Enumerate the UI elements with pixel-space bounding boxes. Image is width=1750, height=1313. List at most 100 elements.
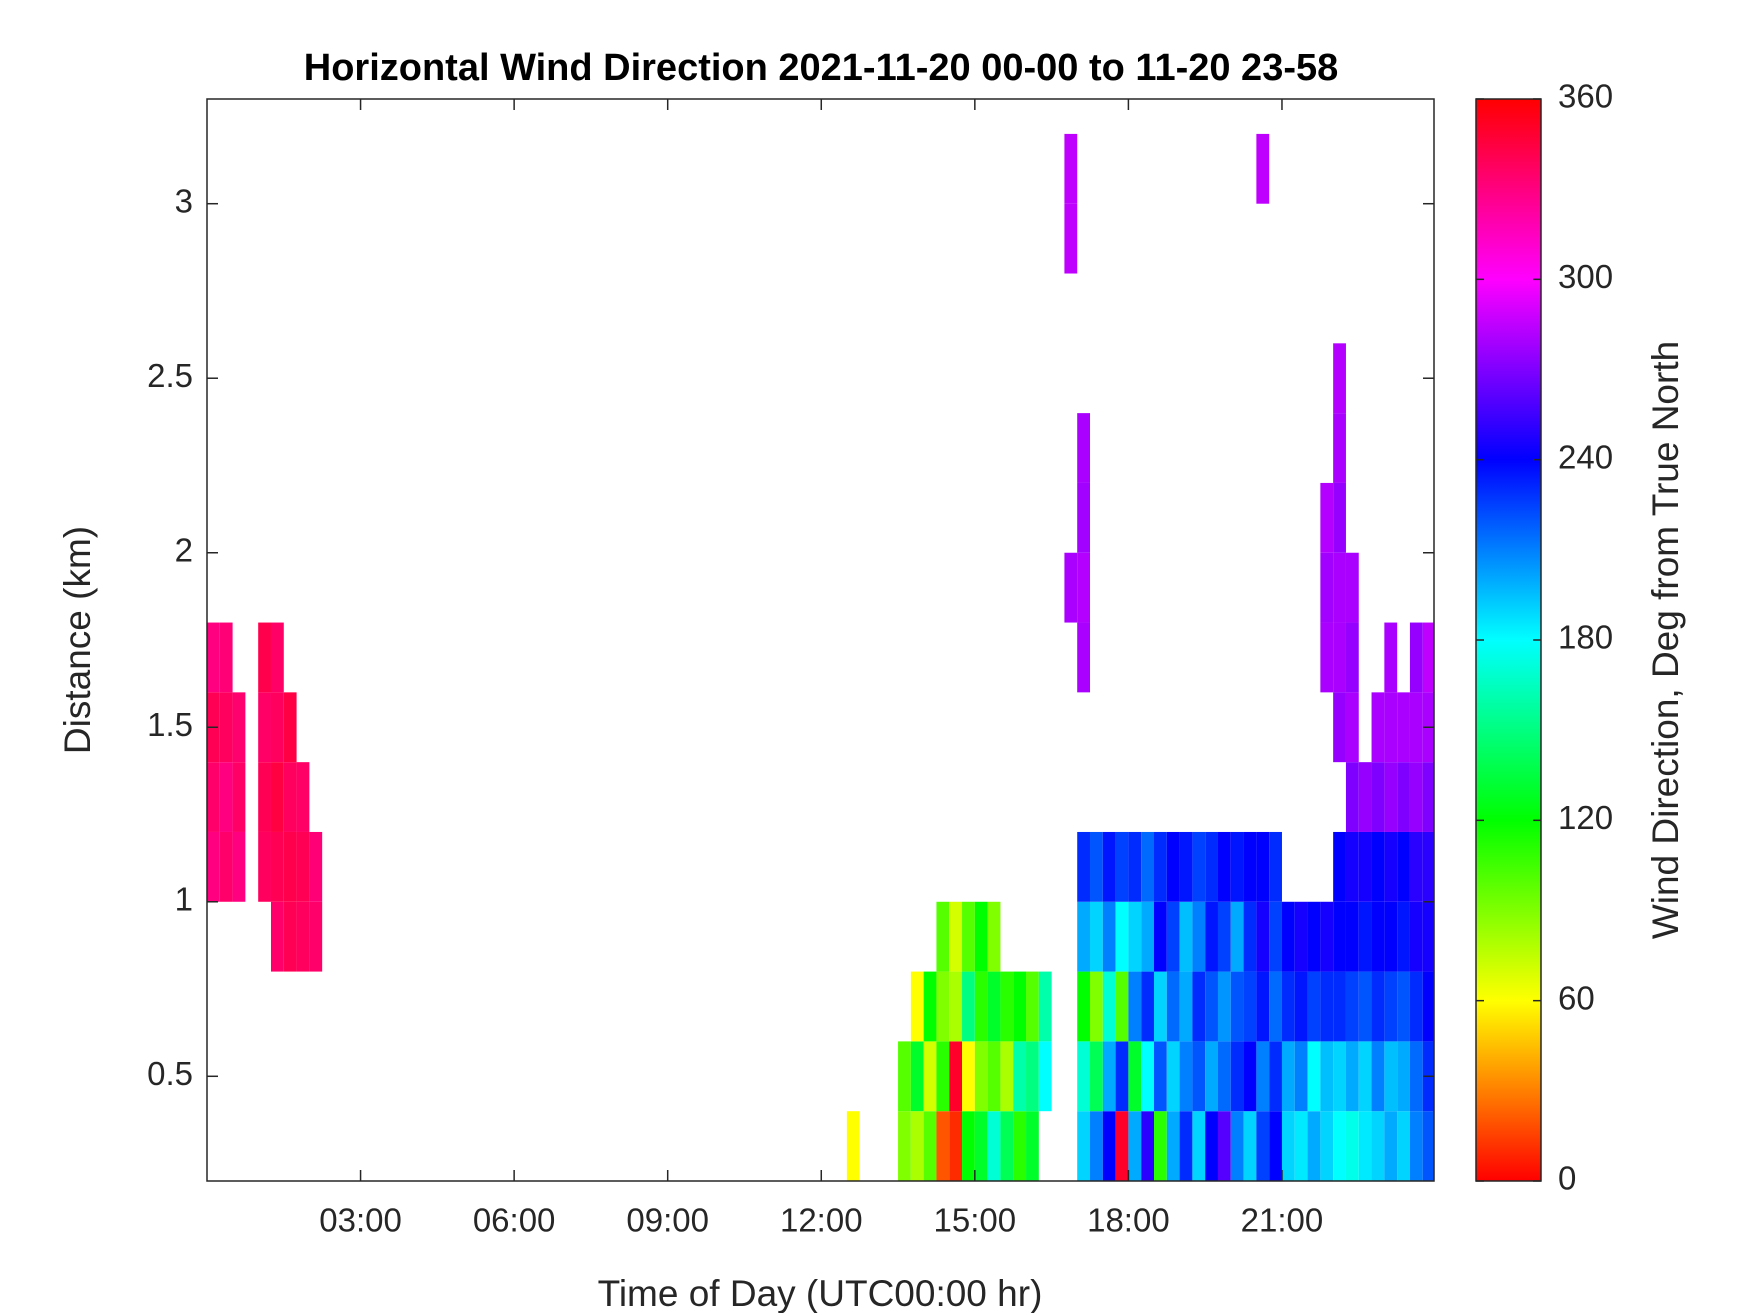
heatmap-cell bbox=[207, 831, 220, 902]
heatmap-cell bbox=[987, 971, 1001, 1042]
colorbar bbox=[1475, 98, 1542, 1182]
heatmap-cell bbox=[949, 901, 963, 972]
heatmap-cell bbox=[1371, 901, 1385, 972]
heatmap-cell bbox=[1409, 971, 1423, 1042]
heatmap-cell bbox=[1397, 831, 1410, 902]
heatmap-cell bbox=[1358, 831, 1372, 902]
heatmap-cell bbox=[1384, 901, 1398, 972]
heatmap-cell bbox=[1345, 831, 1359, 902]
heatmap-cell bbox=[309, 831, 323, 902]
heatmap-cell bbox=[1422, 971, 1434, 1042]
heatmap-cell bbox=[1141, 1111, 1154, 1181]
x-axis-title: Time of Day (UTC00:00 hr) bbox=[598, 1273, 1043, 1313]
heatmap-cell bbox=[1345, 692, 1359, 763]
heatmap-cell bbox=[1333, 622, 1346, 693]
heatmap-cell bbox=[1153, 971, 1167, 1042]
heatmap-cell bbox=[1269, 971, 1282, 1042]
heatmap-cell bbox=[1371, 971, 1385, 1042]
heatmap-cell bbox=[1141, 1041, 1154, 1112]
heatmap-cell bbox=[1409, 692, 1423, 763]
heatmap-cell bbox=[910, 1041, 924, 1112]
heatmap-cell bbox=[1090, 901, 1103, 972]
heatmap-cell bbox=[1179, 901, 1193, 972]
heatmap-cell bbox=[1217, 1041, 1231, 1112]
heatmap-cell bbox=[1320, 622, 1334, 693]
colorbar-tick-label: 360 bbox=[1558, 78, 1613, 115]
heatmap-cell bbox=[910, 1111, 924, 1181]
heatmap-cell bbox=[258, 762, 271, 832]
heatmap-cell bbox=[1384, 762, 1398, 832]
heatmap-cell bbox=[1166, 831, 1180, 902]
heatmap-cell bbox=[1333, 1111, 1346, 1181]
heatmap-cell bbox=[1384, 1111, 1398, 1181]
heatmap-cell bbox=[1320, 1041, 1334, 1112]
heatmap-cell bbox=[1422, 1111, 1434, 1181]
heatmap-cell bbox=[962, 1041, 975, 1112]
heatmap-cell bbox=[1333, 413, 1346, 483]
heatmap-cell bbox=[1026, 971, 1039, 1042]
heatmap-cell bbox=[1077, 482, 1091, 553]
heatmap-cell bbox=[1077, 971, 1091, 1042]
heatmap-cell bbox=[1217, 901, 1231, 972]
heatmap-cell bbox=[923, 1111, 937, 1181]
heatmap-cell bbox=[1294, 971, 1308, 1042]
heatmap-cell bbox=[1384, 971, 1398, 1042]
heatmap-cell bbox=[1077, 552, 1091, 623]
heatmap-cell bbox=[1281, 901, 1295, 972]
heatmap-cell bbox=[1281, 1111, 1295, 1181]
heatmap-cell bbox=[1384, 1041, 1398, 1112]
heatmap-cell bbox=[1077, 901, 1091, 972]
heatmap-cell bbox=[1013, 1041, 1027, 1112]
heatmap-cell bbox=[283, 762, 297, 832]
heatmap-cell bbox=[1090, 1041, 1103, 1112]
heatmap-cell bbox=[1166, 1041, 1180, 1112]
heatmap-cell bbox=[219, 762, 233, 832]
heatmap-cell bbox=[1281, 971, 1295, 1042]
x-tick-label: 09:00 bbox=[626, 1202, 709, 1239]
heatmap-cell bbox=[1345, 622, 1359, 693]
heatmap-cell bbox=[1205, 971, 1218, 1042]
heatmap-cell bbox=[1192, 901, 1206, 972]
heatmap-cell bbox=[1409, 1111, 1423, 1181]
heatmap-cell bbox=[1243, 1111, 1257, 1181]
heatmap-cell bbox=[1217, 831, 1231, 902]
x-tick-label: 18:00 bbox=[1087, 1202, 1170, 1239]
heatmap-cell bbox=[1064, 552, 1078, 623]
heatmap-cell bbox=[1345, 971, 1359, 1042]
plot-frame bbox=[206, 98, 1435, 1182]
heatmap-cell bbox=[1243, 971, 1257, 1042]
heatmap-cell bbox=[1397, 1111, 1410, 1181]
heatmap-cell bbox=[1077, 831, 1091, 902]
heatmap-cell bbox=[974, 1111, 988, 1181]
heatmap-cell bbox=[974, 1041, 988, 1112]
heatmap-cell bbox=[219, 831, 233, 902]
heatmap-cell bbox=[1384, 692, 1398, 763]
heatmap-cell bbox=[1153, 1041, 1167, 1112]
heatmap-cell bbox=[1397, 901, 1410, 972]
heatmap-cell bbox=[974, 971, 988, 1042]
colorbar-tick-label: 60 bbox=[1558, 979, 1595, 1016]
heatmap-cell bbox=[1371, 1041, 1385, 1112]
heatmap-cell bbox=[296, 831, 310, 902]
heatmap-cell bbox=[309, 901, 323, 972]
heatmap-cell bbox=[1038, 1041, 1052, 1112]
heatmap-cell bbox=[1256, 971, 1270, 1042]
heatmap-cell bbox=[1333, 343, 1346, 414]
heatmap-cell bbox=[1358, 1041, 1372, 1112]
heatmap-cell bbox=[1307, 971, 1321, 1042]
heatmap-cell bbox=[1409, 901, 1423, 972]
heatmap-cell bbox=[1205, 1041, 1218, 1112]
heatmap-cell bbox=[1192, 1041, 1206, 1112]
heatmap-cell bbox=[1256, 831, 1270, 902]
heatmap-cell bbox=[1000, 1111, 1014, 1181]
heatmap-cell bbox=[962, 971, 975, 1042]
heatmap-cell bbox=[1307, 1111, 1321, 1181]
heatmap-cell bbox=[1064, 133, 1078, 204]
heatmap-cell bbox=[1115, 831, 1129, 902]
heatmap-cell bbox=[936, 1111, 950, 1181]
heatmap-cell bbox=[1397, 692, 1410, 763]
heatmap-cell bbox=[1141, 901, 1154, 972]
heatmap-cell bbox=[1166, 971, 1180, 1042]
heatmap-cell bbox=[1128, 831, 1142, 902]
